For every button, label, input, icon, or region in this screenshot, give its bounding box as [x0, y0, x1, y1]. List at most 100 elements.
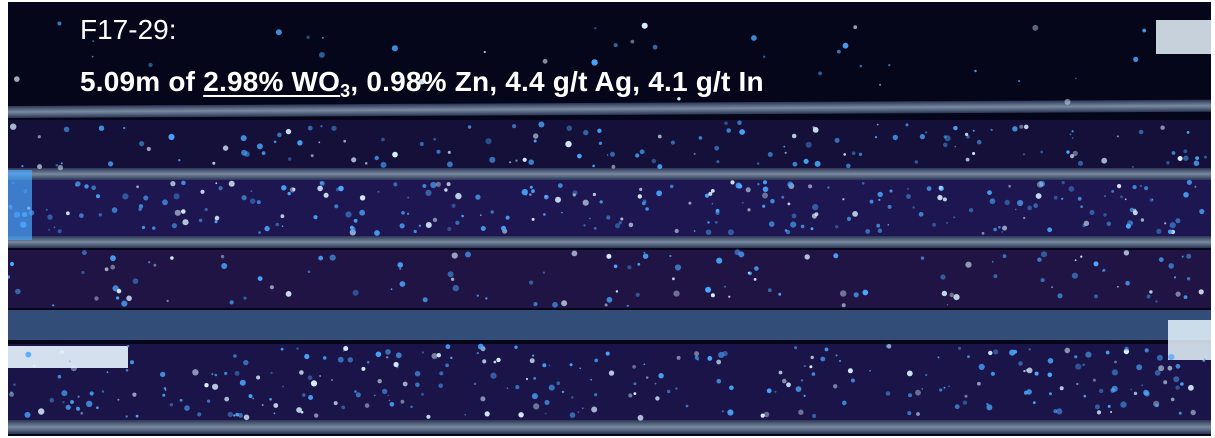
sparkle [467, 125, 472, 129]
sparkle [277, 132, 282, 138]
sparkle [594, 27, 597, 30]
sparkle [399, 223, 405, 229]
sparkle [1094, 404, 1100, 410]
sparkle [905, 123, 909, 127]
sparkle [670, 140, 675, 145]
sparkle [946, 222, 948, 224]
sparkle [1032, 24, 1039, 31]
sparkle [1002, 225, 1008, 231]
sparkle [710, 293, 715, 298]
sparkle [76, 406, 81, 411]
sparkle [803, 394, 806, 397]
sparkle [613, 264, 618, 269]
sparkle [727, 409, 734, 416]
sparkle [359, 209, 366, 216]
sparkle [45, 208, 48, 211]
sparkle [887, 204, 892, 209]
sparkle [721, 410, 724, 413]
sparkle [135, 414, 139, 418]
sparkle [179, 398, 183, 402]
sparkle [320, 125, 323, 128]
sparkle [598, 141, 603, 145]
sparkle [414, 370, 421, 377]
sparkle [239, 379, 246, 386]
sparkle [302, 393, 306, 397]
sparkle [60, 162, 63, 165]
sparkle [808, 184, 813, 189]
sparkle [143, 195, 149, 201]
sparkle [480, 396, 486, 402]
sparkle [310, 380, 318, 387]
sparkle [850, 378, 855, 383]
sparkle [675, 387, 678, 390]
sparkle [977, 381, 981, 386]
sparkle [136, 185, 140, 189]
sparkle [781, 195, 785, 199]
sparkle [615, 223, 620, 229]
sparkle [762, 192, 768, 199]
sparkle [483, 50, 486, 54]
sparkle [804, 254, 810, 260]
sparkle [132, 278, 139, 284]
interval-text: 5.09m of [80, 66, 204, 97]
sparkle [168, 133, 175, 141]
sparkle [1183, 295, 1188, 299]
sparkle [381, 388, 388, 395]
sparkle [1144, 186, 1149, 191]
sparkle [415, 382, 420, 388]
sparkle [153, 263, 157, 267]
sparkle [529, 280, 534, 285]
sparkle [548, 364, 551, 367]
sparkle [651, 158, 657, 164]
sparkle [716, 257, 723, 264]
sparkle [281, 225, 284, 227]
sparkle [809, 365, 813, 369]
sparkle [784, 229, 788, 232]
sparkle [1186, 253, 1192, 259]
sparkle [451, 252, 458, 259]
sparkle [724, 121, 728, 125]
sparkle [714, 145, 720, 151]
sparkle [876, 223, 881, 228]
sparkle [561, 390, 565, 394]
sparkle [606, 296, 613, 303]
depth-tag-right [1168, 320, 1211, 360]
sparkle [544, 412, 547, 415]
sparkle [529, 358, 535, 364]
sparkle [432, 217, 438, 223]
sparkle [920, 256, 925, 260]
sparkle [1057, 293, 1063, 299]
sparkle [1183, 149, 1188, 154]
sparkle [233, 354, 237, 358]
sparkle [768, 221, 775, 227]
sparkle [1059, 386, 1064, 391]
sparkle [1156, 228, 1162, 234]
sparkle [1047, 227, 1052, 233]
sparkle [364, 403, 370, 408]
sparkle [1175, 218, 1181, 224]
sparkle [543, 213, 546, 216]
sparkle [299, 370, 304, 375]
sparkle [645, 376, 649, 379]
sparkle [207, 399, 211, 403]
sparkle [366, 360, 370, 364]
sparkle [329, 254, 336, 261]
sparkle [10, 123, 17, 130]
sparkle [708, 191, 713, 196]
sparkle [814, 212, 819, 217]
sparkle [878, 198, 881, 201]
sparkle [643, 251, 646, 254]
sparkle [643, 363, 646, 366]
sparkle [1023, 124, 1029, 130]
sparkle [1061, 197, 1064, 200]
sparkle [1048, 392, 1052, 396]
sparkle [698, 136, 703, 140]
sparkle [581, 407, 584, 410]
sparkle [28, 210, 35, 216]
sparkle [1018, 361, 1023, 366]
sparkle [1180, 382, 1184, 386]
sparkle [938, 185, 943, 190]
sparkle [610, 151, 615, 157]
sparkle [1125, 223, 1131, 229]
sparkle [477, 343, 484, 350]
